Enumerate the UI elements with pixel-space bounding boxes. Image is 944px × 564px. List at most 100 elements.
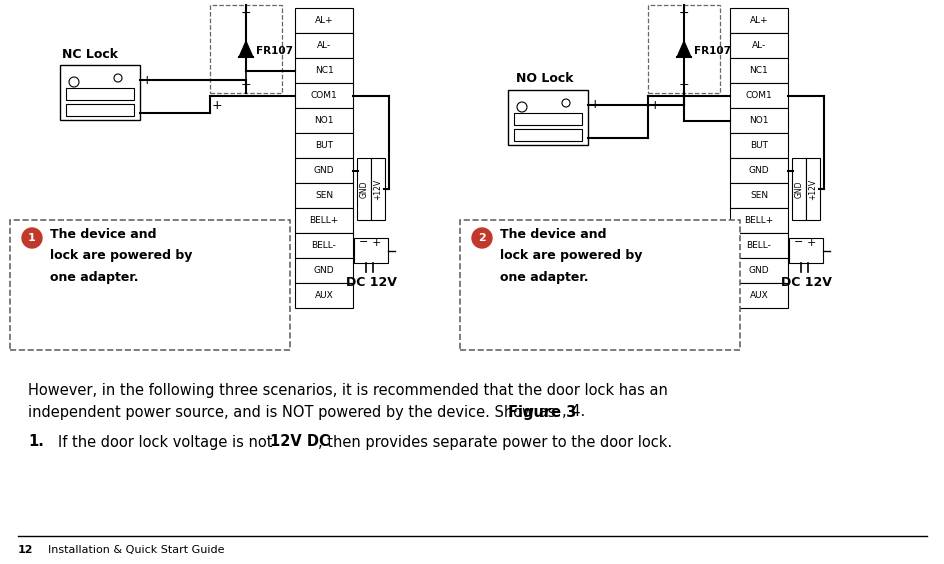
Text: AL+: AL+	[314, 16, 333, 25]
Bar	[295, 108, 353, 133]
Text: 12: 12	[18, 545, 33, 555]
Bar	[295, 58, 353, 83]
Text: −: −	[241, 7, 251, 20]
Text: −: −	[589, 131, 599, 144]
Bar	[791, 158, 805, 220]
Bar	[295, 233, 353, 258]
Text: AUX: AUX	[749, 291, 767, 300]
Text: −: −	[359, 237, 368, 248]
Bar	[66, 88, 134, 100]
Bar	[729, 208, 787, 233]
Text: GND: GND	[748, 266, 768, 275]
Text: BUT: BUT	[750, 141, 767, 150]
Polygon shape	[239, 41, 253, 57]
Bar	[295, 283, 353, 308]
Bar	[295, 33, 353, 58]
Bar	[729, 258, 787, 283]
Bar	[514, 113, 582, 125]
Text: −: −	[142, 107, 152, 120]
Text: +: +	[211, 99, 223, 112]
Circle shape	[516, 102, 527, 112]
Bar	[514, 129, 582, 141]
Bar	[729, 158, 787, 183]
Text: +: +	[678, 78, 688, 91]
Text: NC1: NC1	[749, 66, 767, 75]
Bar	[729, 8, 787, 33]
Text: NC1: NC1	[314, 66, 333, 75]
Circle shape	[562, 99, 569, 107]
Text: SEN: SEN	[750, 191, 767, 200]
Text: independent power source, and is NOT powered by the device. Show as: independent power source, and is NOT pow…	[28, 404, 560, 420]
Text: BELL-: BELL-	[312, 241, 336, 250]
Text: 2: 2	[478, 233, 485, 243]
Text: COM1: COM1	[311, 91, 337, 100]
Bar	[295, 208, 353, 233]
Bar	[295, 133, 353, 158]
Text: AL+: AL+	[749, 16, 767, 25]
Text: 12V DC: 12V DC	[270, 434, 329, 450]
Text: GND: GND	[313, 166, 334, 175]
Bar	[210, 5, 281, 93]
Text: AL-: AL-	[751, 41, 766, 50]
Text: BUT: BUT	[314, 141, 332, 150]
Text: COM1: COM1	[745, 91, 771, 100]
Bar	[295, 8, 353, 33]
Text: The device and: The device and	[50, 227, 157, 240]
Text: +: +	[241, 78, 251, 91]
Text: GND: GND	[748, 166, 768, 175]
Bar	[788, 238, 822, 263]
Bar	[295, 258, 353, 283]
Text: If the door lock voltage is not: If the door lock voltage is not	[58, 434, 277, 450]
Bar	[805, 158, 819, 220]
Circle shape	[114, 74, 122, 82]
Bar	[460, 220, 739, 350]
Text: , 4.: , 4.	[562, 404, 584, 420]
Bar	[729, 58, 787, 83]
Text: +: +	[806, 237, 816, 248]
Text: However, in the following three scenarios, it is recommended that the door lock : However, in the following three scenario…	[28, 382, 667, 398]
Text: +: +	[589, 99, 600, 112]
Text: +12V: +12V	[808, 178, 817, 200]
Bar	[295, 158, 353, 183]
Bar	[648, 5, 719, 93]
Bar	[10, 220, 290, 350]
Text: AUX: AUX	[314, 291, 333, 300]
Text: BELL+: BELL+	[744, 216, 773, 225]
Bar	[729, 183, 787, 208]
Text: NO1: NO1	[314, 116, 333, 125]
Text: NC Lock: NC Lock	[62, 49, 118, 61]
Text: BELL-: BELL-	[746, 241, 770, 250]
Text: The device and: The device and	[499, 227, 606, 240]
Bar	[66, 104, 134, 116]
Text: DC 12V: DC 12V	[780, 276, 831, 289]
Circle shape	[22, 228, 42, 248]
Text: BELL+: BELL+	[309, 216, 338, 225]
Text: FR107: FR107	[693, 46, 731, 56]
Bar	[729, 33, 787, 58]
Text: one adapter.: one adapter.	[50, 271, 139, 284]
Bar	[729, 108, 787, 133]
Text: GND: GND	[794, 180, 802, 198]
Bar	[729, 283, 787, 308]
Text: −: −	[793, 237, 802, 248]
Circle shape	[471, 228, 492, 248]
Text: NO1: NO1	[749, 116, 767, 125]
Text: one adapter.: one adapter.	[499, 271, 588, 284]
Polygon shape	[676, 41, 690, 57]
Bar	[295, 83, 353, 108]
Text: GND: GND	[313, 266, 334, 275]
Text: lock are powered by: lock are powered by	[499, 249, 642, 262]
Text: +12V: +12V	[373, 178, 382, 200]
Bar	[729, 233, 787, 258]
Bar	[371, 158, 384, 220]
Text: GND: GND	[359, 180, 368, 198]
Text: 1.: 1.	[28, 434, 43, 450]
Bar	[357, 158, 371, 220]
Text: +: +	[649, 99, 660, 112]
Text: +: +	[142, 73, 153, 86]
Text: −: −	[678, 7, 688, 20]
Bar	[508, 90, 587, 145]
Bar	[729, 83, 787, 108]
Text: FR107: FR107	[256, 46, 293, 56]
Bar	[729, 133, 787, 158]
